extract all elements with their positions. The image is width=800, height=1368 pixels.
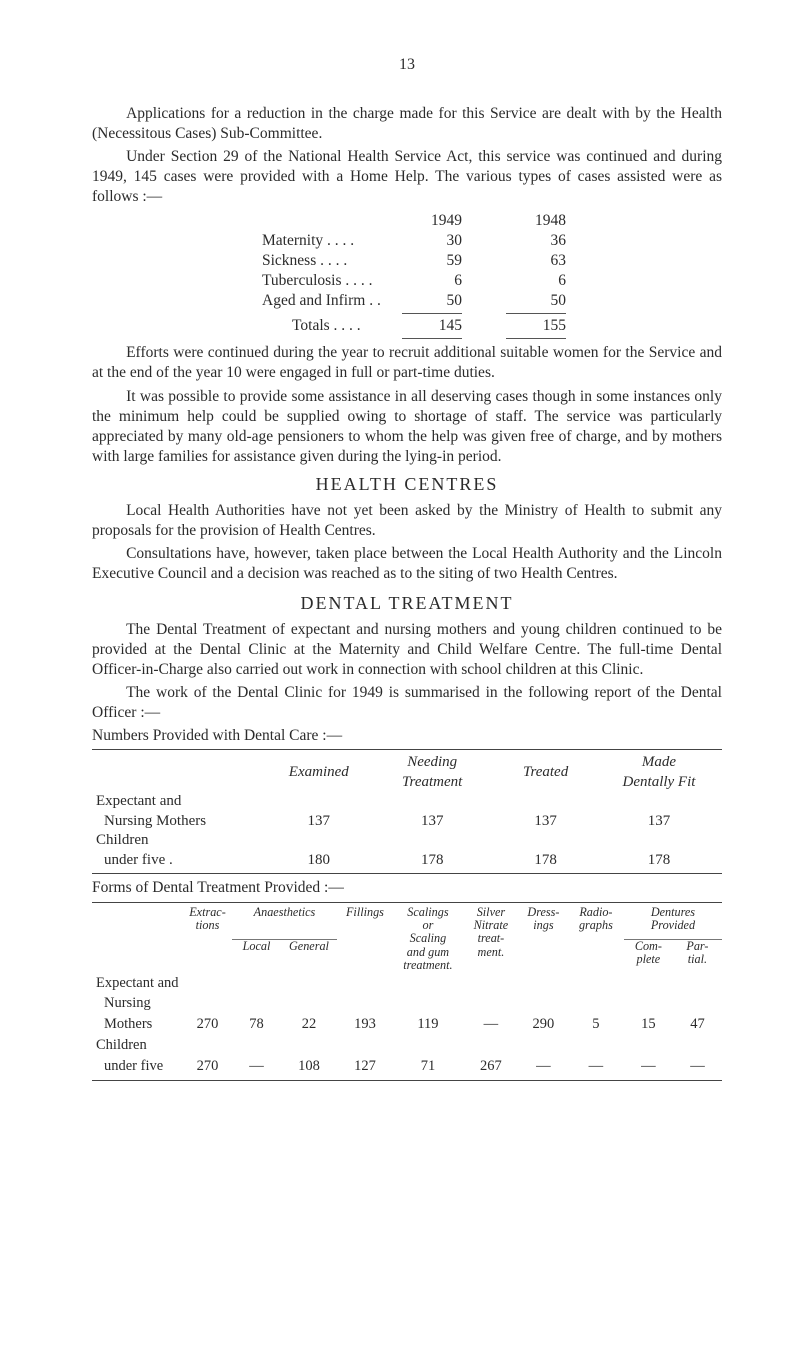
stats-total: Totals . . . . 145 155 bbox=[92, 316, 722, 336]
table-row: under five .180178178178 bbox=[92, 851, 722, 871]
paragraph: Consultations have, however, taken place… bbox=[92, 544, 722, 584]
stats-row: Aged and Infirm . . 50 50 bbox=[92, 291, 722, 311]
stats-row: Sickness . . . . 59 63 bbox=[92, 251, 722, 271]
paragraph: Forms of Dental Treatment Provided :— bbox=[92, 878, 722, 898]
section-heading: DENTAL TREATMENT bbox=[92, 592, 722, 615]
paragraph: Numbers Provided with Dental Care :— bbox=[92, 726, 722, 746]
table-row: Children bbox=[92, 1035, 722, 1056]
paragraph: Local Health Authorities have not yet be… bbox=[92, 501, 722, 541]
paragraph: Under Section 29 of the National Health … bbox=[92, 147, 722, 207]
table-row: Children bbox=[92, 831, 722, 851]
page-number: 13 bbox=[92, 55, 722, 76]
page: 13 Applications for a reduction in the c… bbox=[0, 0, 800, 1368]
year-header: 1949 bbox=[402, 211, 470, 231]
stats-table: 1949 1948 Maternity . . . . 30 36 Sickne… bbox=[92, 211, 722, 342]
table-row: Expectant and bbox=[92, 973, 722, 994]
section-heading: HEALTH CENTRES bbox=[92, 473, 722, 496]
paragraph: Applications for a reduction in the char… bbox=[92, 104, 722, 144]
paragraph: The work of the Dental Clinic for 1949 i… bbox=[92, 683, 722, 723]
dental-summary-table: Examined NeedingTreatment Treated MadeDe… bbox=[92, 753, 722, 870]
paragraph: Efforts were continued during the year t… bbox=[92, 343, 722, 383]
year-header: 1948 bbox=[506, 211, 574, 231]
stats-row: Tuberculosis . . . . 6 6 bbox=[92, 271, 722, 291]
table-row: Nursing Mothers137137137137 bbox=[92, 812, 722, 832]
table-row: Mothers 2707822193119—29051547 bbox=[92, 1014, 722, 1035]
paragraph: The Dental Treatment of expectant and nu… bbox=[92, 620, 722, 680]
dental-forms-table: Extrac-tions Anaesthetics Fillings Scali… bbox=[92, 906, 722, 1077]
table-row: under five 270—10812771267———— bbox=[92, 1056, 722, 1077]
table-row: Expectant and bbox=[92, 792, 722, 812]
stats-row: Maternity . . . . 30 36 bbox=[92, 231, 722, 251]
paragraph: It was possible to provide some assistan… bbox=[92, 387, 722, 468]
table-row: Nursing bbox=[92, 993, 722, 1014]
